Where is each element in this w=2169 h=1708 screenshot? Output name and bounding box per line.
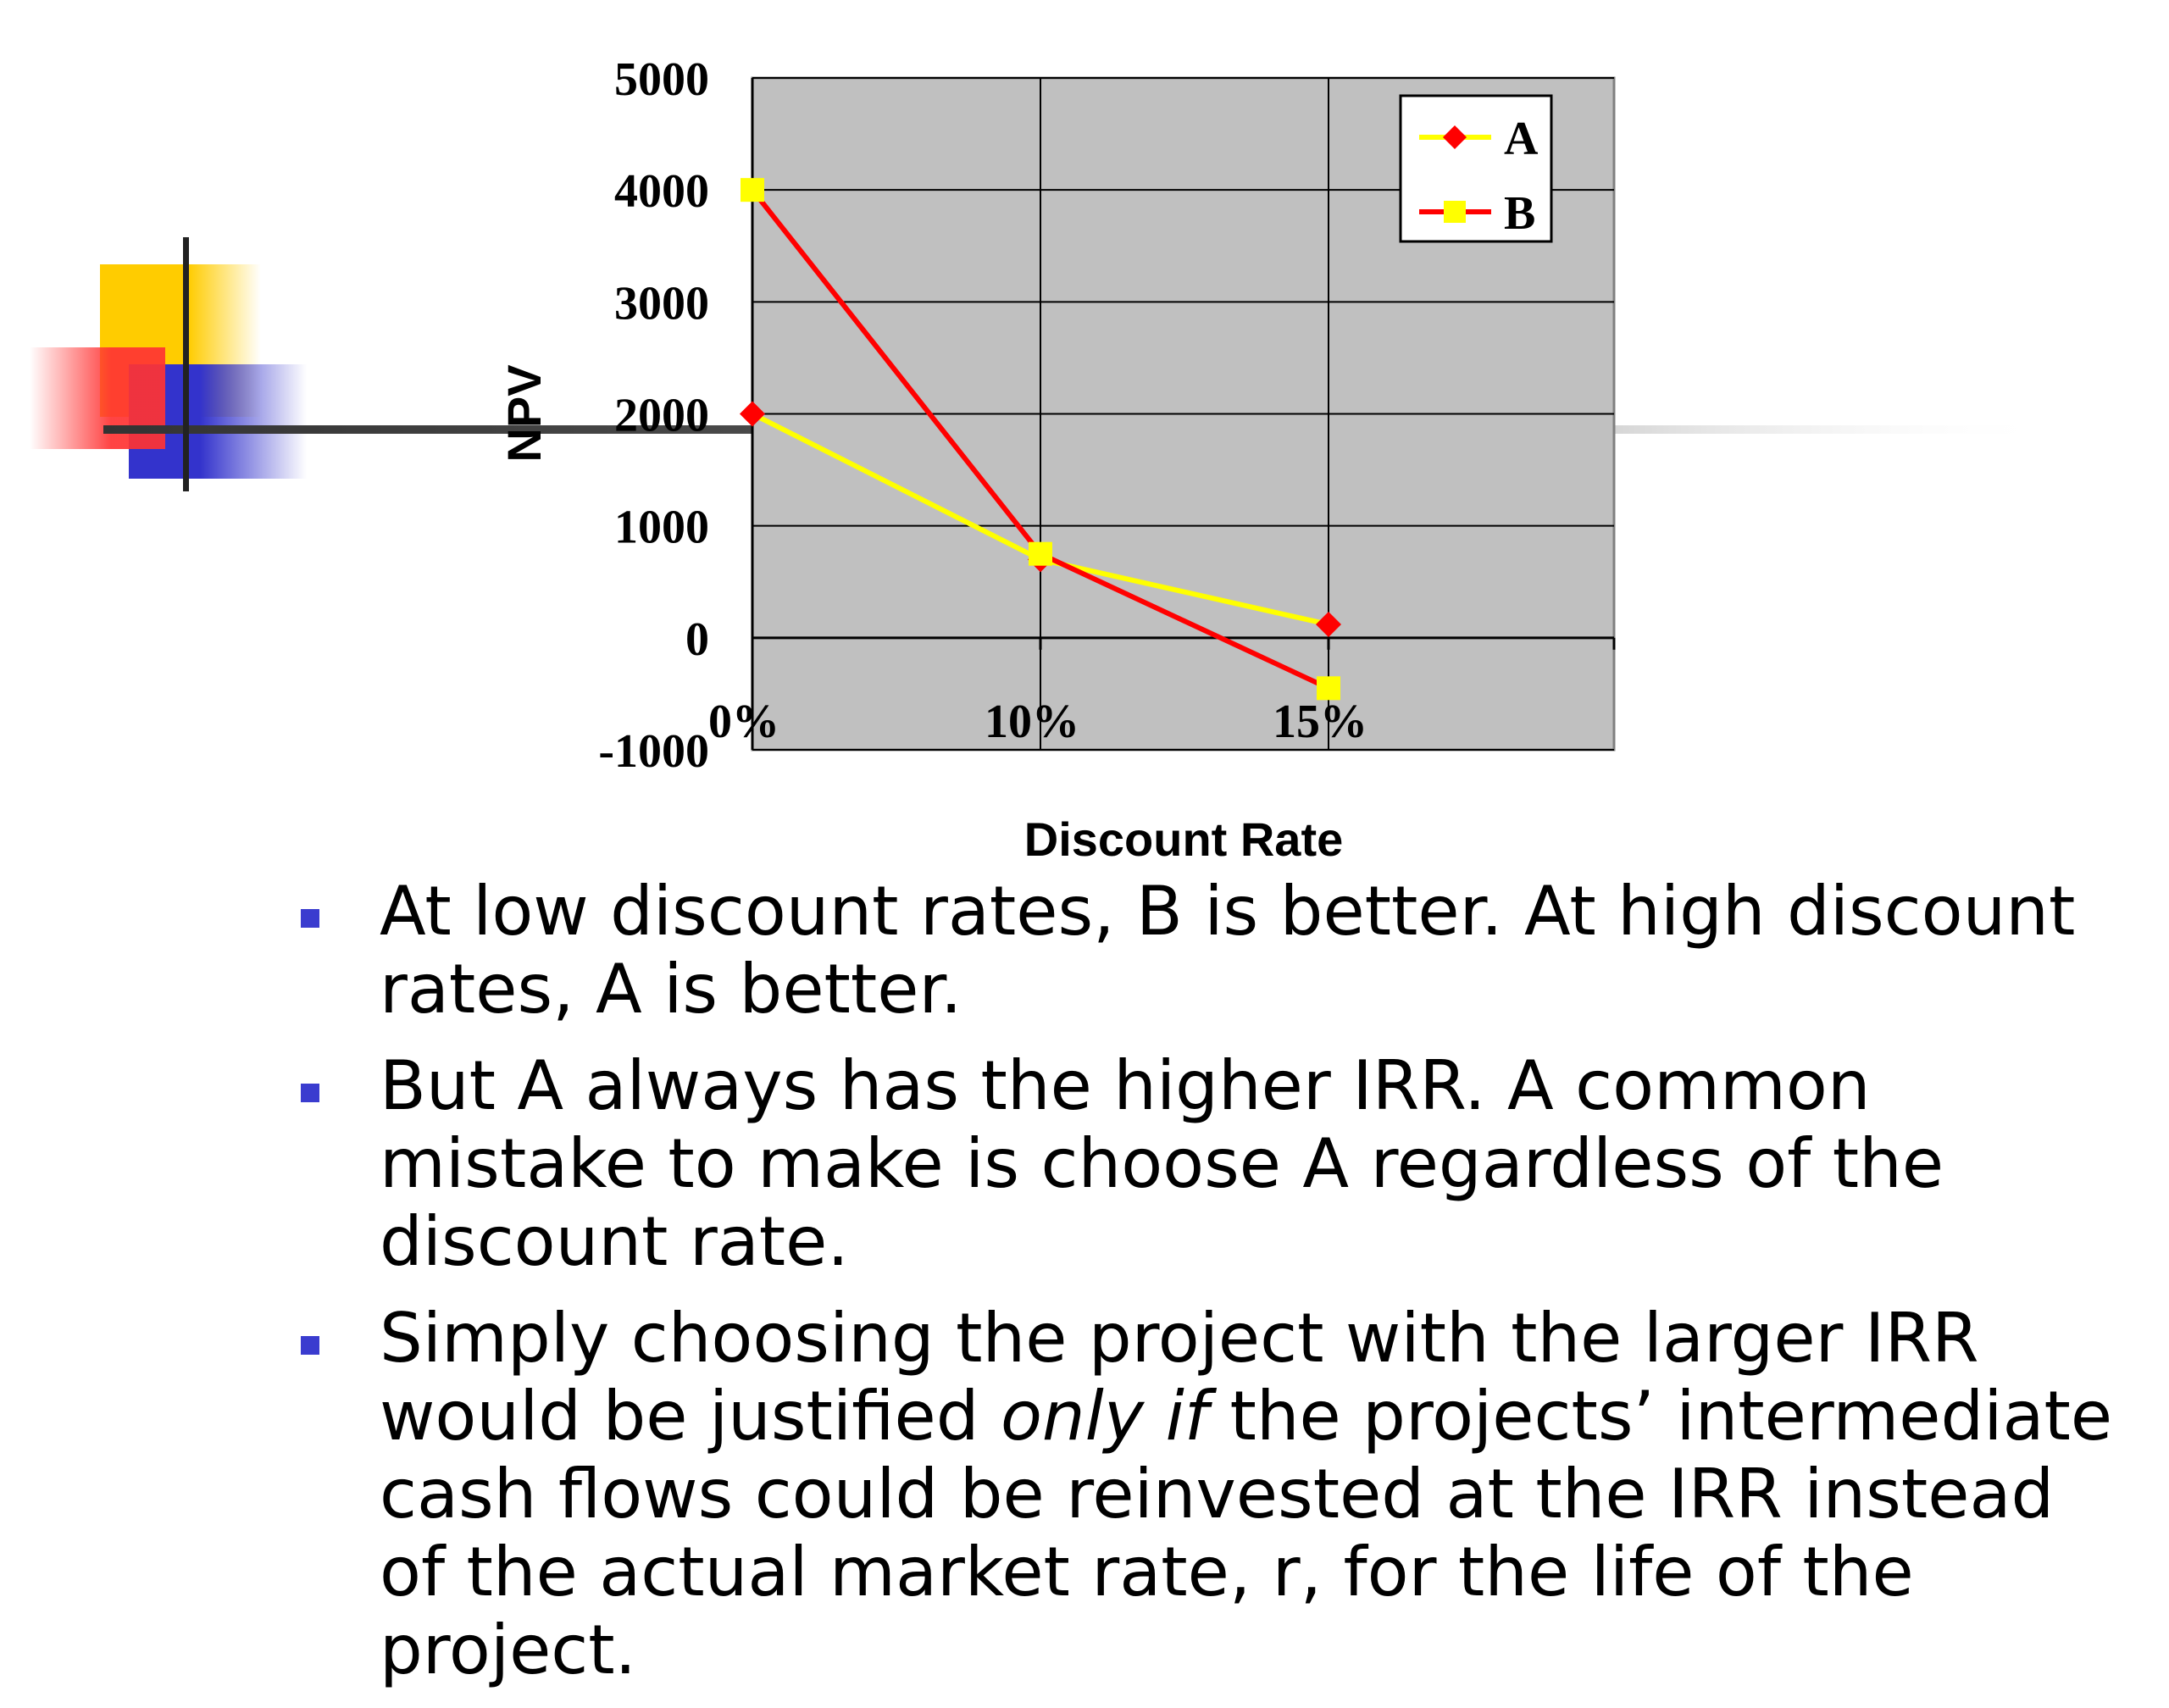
bullet-text-segment: only if — [1000, 1377, 1209, 1456]
legend-marker-a — [1443, 125, 1467, 149]
y-tick-label: -1000 — [598, 725, 709, 778]
x-tick-label: 10% — [985, 696, 1079, 748]
data-point-b — [741, 178, 764, 202]
legend-box — [1399, 94, 1553, 243]
data-point-b — [1029, 541, 1052, 566]
legend-label-b: B — [1504, 187, 1535, 240]
data-point-a — [1316, 611, 1341, 637]
bullet-text-segment: At low discount rates, B is better. At h… — [380, 872, 2076, 1029]
y-tick-label: 0 — [685, 613, 709, 666]
y-tick-label: 5000 — [614, 53, 709, 106]
bullet-item: At low discount rates, B is better. At h… — [301, 873, 2122, 1029]
y-tick-label: 4000 — [614, 165, 709, 218]
x-axis-ticks: 0% 10% 15% — [708, 696, 1367, 748]
y-axis-title: NPV — [497, 364, 551, 462]
bullet-item: But A always has the higher IRR. A commo… — [301, 1047, 2122, 1281]
bullet-text-segment: the projects’ intermediate cash flows co… — [380, 1377, 2113, 1689]
y-tick-label: 3000 — [614, 277, 709, 330]
bullet-square-icon — [301, 909, 319, 928]
data-point-b — [1317, 676, 1340, 701]
y-tick-label: 1000 — [614, 502, 709, 554]
x-axis-title: Discount Rate — [1024, 812, 1344, 866]
y-tick-label: 2000 — [614, 390, 709, 442]
data-point-a — [740, 401, 765, 427]
bullet-square-icon — [301, 1336, 319, 1355]
bullet-text-segment: But A always has the higher IRR. A commo… — [380, 1046, 1944, 1281]
legend-label-a: A — [1504, 113, 1539, 165]
y-axis-ticks: 5000 4000 3000 2000 1000 0 -1000 — [598, 53, 709, 778]
deco-vertical-rule — [183, 237, 189, 491]
bullet-square-icon — [301, 1084, 319, 1102]
series-layer — [740, 178, 1341, 701]
bullet-text-segment: Simply choosing the project with the lar… — [380, 1299, 1979, 1456]
bullet-item: Simply choosing the project with the lar… — [301, 1300, 2122, 1689]
legend: AB — [1399, 94, 1553, 243]
legend-marker-b — [1444, 201, 1466, 223]
x-tick-label: 15% — [1273, 696, 1367, 748]
x-tick-label: 0% — [708, 696, 779, 748]
bullet-list: At low discount rates, B is better. At h… — [301, 873, 2122, 1708]
